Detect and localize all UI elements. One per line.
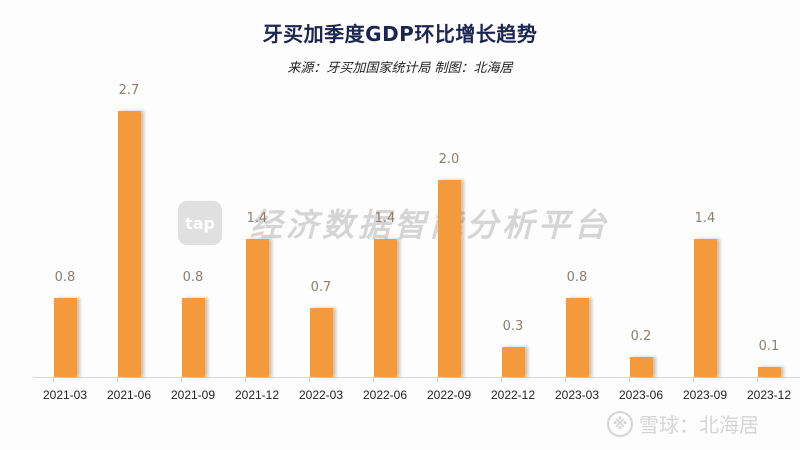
value-label: 0.2: [630, 329, 652, 345]
value-label: 0.1: [758, 339, 780, 355]
x-axis-tick: [501, 377, 502, 382]
x-axis-tick: [437, 377, 438, 382]
value-label: 0.3: [502, 319, 524, 335]
x-axis-tick: [53, 377, 54, 382]
value-label: 2.7: [118, 83, 140, 99]
value-label: 0.7: [310, 280, 332, 296]
value-label: 1.4: [374, 211, 396, 227]
x-axis-label: 2022-06: [362, 388, 408, 402]
snowball-watermark: ※ 雪球：北海居: [607, 409, 759, 438]
x-axis-tick: [565, 377, 566, 382]
x-axis-tick: [629, 377, 630, 382]
bar-2021-12: [245, 239, 269, 377]
bar-2022-09: [437, 180, 461, 377]
value-label: 2.0: [438, 152, 460, 167]
value-label: 1.4: [694, 211, 716, 227]
bar-2023-12: [757, 367, 781, 377]
chart-subtitle: 来源：牙买加国家统计局 制图：北海居: [287, 61, 513, 76]
x-axis-label: 2023-03: [554, 388, 600, 402]
x-axis-label: 2023-09: [682, 388, 728, 402]
x-axis-tick: [693, 377, 694, 382]
x-axis-tick: [373, 377, 374, 382]
x-axis-label: 2022-12: [490, 388, 536, 402]
x-axis-tick: [309, 377, 310, 382]
x-axis-line: [33, 377, 800, 378]
value-label: 1.4: [246, 211, 268, 227]
value-label: 0.8: [182, 270, 204, 286]
bar-2022-06: [373, 239, 397, 377]
x-axis-label: 2021-12: [234, 388, 280, 402]
value-label: 0.8: [566, 270, 588, 286]
bar-2023-03: [565, 298, 589, 377]
x-axis-label: 2023-12: [746, 388, 792, 402]
tap-logo-icon: tap: [178, 201, 222, 245]
bar-2021-09: [181, 298, 205, 377]
bar-2022-03: [309, 308, 333, 377]
watermark-text: 经济数据智能分析平台: [250, 206, 611, 244]
bar-2021-06: [117, 111, 141, 377]
x-axis-label: 2021-06: [106, 388, 152, 402]
x-axis-tick: [181, 377, 182, 382]
x-axis-label: 2021-03: [42, 388, 88, 402]
bar-2021-03: [53, 298, 77, 377]
bar-2023-06: [629, 357, 653, 377]
x-axis-label: 2022-03: [298, 388, 344, 402]
bar-2022-12: [501, 347, 525, 377]
value-label: 0.8: [54, 270, 76, 286]
x-axis-label: 2022-09: [426, 388, 472, 402]
x-axis-tick: [117, 377, 118, 382]
x-axis-tick: [757, 377, 758, 382]
bar-2023-09: [693, 239, 717, 377]
snowball-watermark-text: 雪球：北海居: [639, 413, 759, 437]
x-axis-label: 2023-06: [618, 388, 664, 402]
x-axis-tick: [245, 377, 246, 382]
platform-watermark: tap 经济数据智能分析平台: [178, 200, 610, 246]
x-axis-label: 2021-09: [170, 388, 216, 402]
chart-title: 牙买加季度GDP环比增长趋势: [262, 22, 538, 46]
snowball-icon: ※: [607, 410, 633, 437]
